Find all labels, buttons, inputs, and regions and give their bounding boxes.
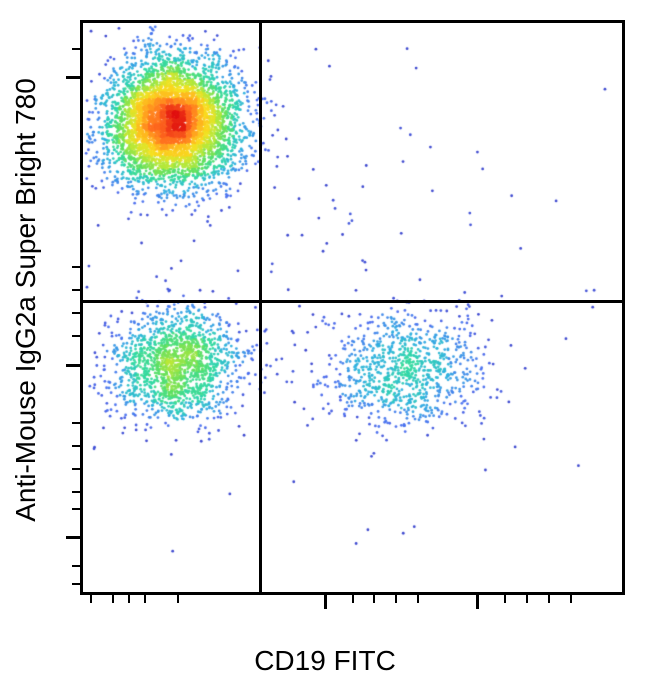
axis-tick [548, 595, 550, 603]
density-scatter [83, 23, 622, 592]
y-axis-label: Anti-Mouse IgG2a Super Bright 780 [10, 78, 42, 522]
axis-tick [72, 312, 80, 314]
axis-tick [144, 595, 146, 603]
axis-tick [72, 445, 80, 447]
quadrant-line-horizontal [83, 300, 622, 303]
axis-tick [72, 335, 80, 337]
quadrant-line-vertical [259, 23, 262, 592]
axis-tick [504, 595, 506, 603]
axis-tick [66, 536, 80, 539]
axis-tick [324, 595, 327, 609]
axis-tick [72, 491, 80, 493]
axis-tick [72, 468, 80, 470]
axis-tick [72, 508, 80, 510]
plot-area [80, 20, 625, 595]
axis-tick [112, 595, 114, 603]
flow-cytometry-plot: Anti-Mouse IgG2a Super Bright 780 CD19 F… [0, 0, 650, 685]
axis-tick [72, 289, 80, 291]
axis-tick [177, 595, 179, 603]
x-axis-label: CD19 FITC [254, 645, 396, 677]
axis-tick [526, 595, 528, 603]
axis-tick [395, 595, 397, 603]
axis-tick [90, 595, 92, 603]
axis-tick [72, 48, 80, 50]
axis-tick [66, 76, 80, 79]
axis-tick [72, 422, 80, 424]
axis-tick [72, 583, 80, 585]
axis-tick [476, 595, 479, 609]
axis-tick [352, 595, 354, 603]
axis-tick [72, 565, 80, 567]
axis-tick [417, 595, 419, 603]
axis-tick [66, 364, 80, 367]
axis-tick [128, 595, 130, 603]
axis-tick [373, 595, 375, 603]
axis-tick [570, 595, 572, 603]
axis-tick [72, 266, 80, 268]
